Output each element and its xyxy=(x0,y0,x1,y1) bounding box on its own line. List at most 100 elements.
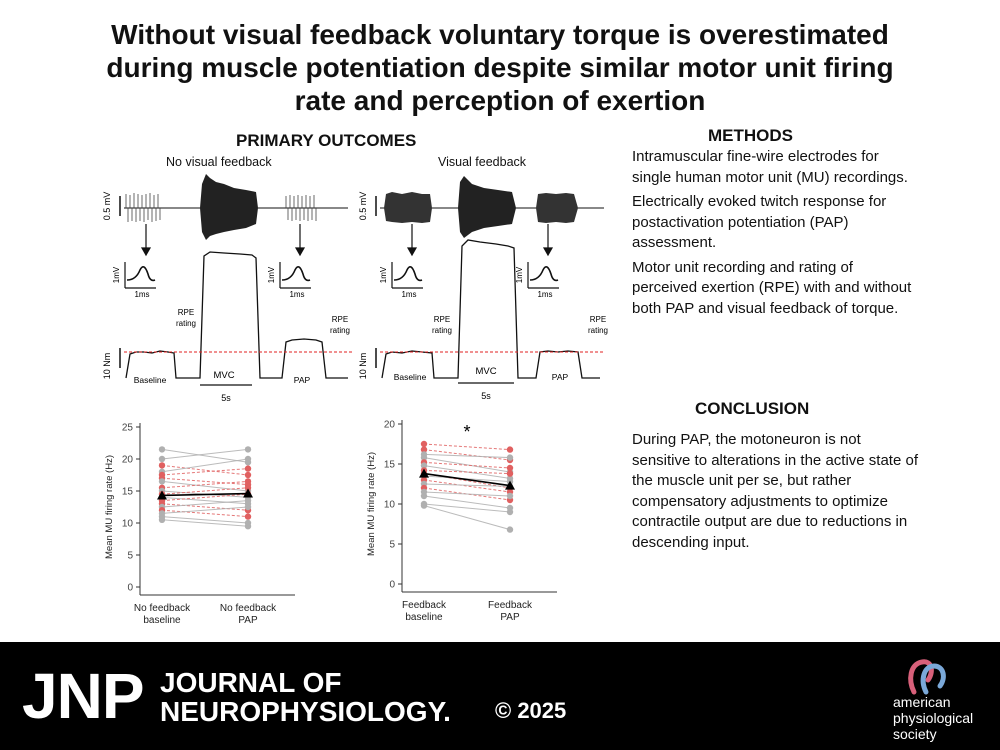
phase-label-pap: PAP xyxy=(294,375,311,385)
paired-line xyxy=(161,480,249,489)
x-category-label: No feedback PAP xyxy=(220,603,277,626)
data-point xyxy=(244,478,252,485)
data-point xyxy=(244,523,252,530)
paired-line xyxy=(161,480,249,492)
phase-label-pap: PAP xyxy=(552,372,569,382)
time-scale-label: 5s xyxy=(481,391,491,401)
paired-line xyxy=(423,469,511,475)
data-point xyxy=(420,462,428,469)
paired-line xyxy=(423,457,511,473)
inset-y-scale: 1mV xyxy=(379,266,388,283)
methods-list: Intramuscular fine-wire electrodes for s… xyxy=(632,147,917,323)
mu-waveform-inset-pap: 1mV 1ms xyxy=(267,262,311,299)
paired-line xyxy=(423,503,511,513)
journal-footer: JNP JOURNAL OF NEUROPHYSIOLOGY. © 2025 a… xyxy=(0,642,1000,750)
y-axis-label: Mean MU firing rate (Hz) xyxy=(104,455,115,559)
paired-line xyxy=(423,495,511,509)
paired-line xyxy=(423,453,511,459)
mean-line xyxy=(423,472,511,487)
paired-line xyxy=(161,509,249,518)
data-point xyxy=(420,492,428,500)
rpe-label: RPE rating xyxy=(432,315,452,335)
data-point xyxy=(158,478,166,485)
primary-outcomes-heading: PRIMARY OUTCOMES xyxy=(236,131,417,150)
aps-logo-icon xyxy=(908,659,946,695)
title-line-1: Without visual feedback voluntary torque… xyxy=(111,19,889,50)
publisher-name: american physiological society xyxy=(893,694,973,742)
data-point xyxy=(244,484,252,491)
data-point xyxy=(506,464,514,472)
feedback-firing-rate-chart: 0 5 10 15 20 Mean MU firing rate (Hz) Feedback… xyxy=(366,420,557,623)
data-point xyxy=(244,455,252,463)
paired-line xyxy=(423,461,511,469)
y-tick-label: 5 xyxy=(127,551,133,562)
paired-line xyxy=(161,506,249,514)
y-tick-label: 0 xyxy=(127,583,133,594)
data-point xyxy=(506,446,514,453)
phase-label-baseline: Baseline xyxy=(394,372,427,382)
emg-scale-label: 0.5 mV xyxy=(102,192,112,221)
arrow-down-icon xyxy=(294,224,306,257)
jnp-logo: JNP xyxy=(22,660,144,732)
paired-line xyxy=(161,448,249,460)
inset-y-scale: 1mV xyxy=(112,266,121,283)
data-point xyxy=(244,503,252,511)
paired-line xyxy=(161,464,249,476)
publisher-line-1: american xyxy=(893,694,951,710)
paired-line xyxy=(161,493,249,502)
inset-x-scale: 1ms xyxy=(537,290,552,299)
mu-waveform-inset-baseline: 1mV 1ms xyxy=(112,262,156,299)
time-scale-label: 5s xyxy=(221,393,231,403)
x-category-label: No feedback baseline xyxy=(134,603,191,626)
data-point xyxy=(158,516,166,523)
data-point xyxy=(158,446,166,453)
y-tick-label: 15 xyxy=(384,460,396,471)
inset-y-scale: 1mV xyxy=(515,266,524,283)
data-point xyxy=(420,454,428,461)
methods-heading: METHODS xyxy=(708,126,793,145)
emg-pap-spikes xyxy=(285,195,317,221)
conclusion-heading: CONCLUSION xyxy=(695,399,810,418)
y-tick-label: 20 xyxy=(122,455,134,466)
journal-name-line-1: JOURNAL OF xyxy=(160,667,342,698)
rpe-label: RPE rating xyxy=(176,308,196,328)
conclusion-text: During PAP, the motoneuron is not sensit… xyxy=(632,431,918,551)
emg-pap-burst xyxy=(536,193,578,223)
data-point xyxy=(420,440,428,448)
y-tick-label: 15 xyxy=(122,487,134,498)
y-axis-label: Mean MU firing rate (Hz) xyxy=(366,452,377,556)
paired-line xyxy=(161,448,249,463)
paired-line xyxy=(423,483,511,487)
paired-line xyxy=(423,505,511,531)
mean-marker xyxy=(419,468,429,478)
inset-x-scale: 1ms xyxy=(134,290,149,299)
no-feedback-firing-rate-chart: 0 5 10 15 20 25 Mean MU firing rate (Hz) No fee… xyxy=(104,423,295,626)
emg-mvc-burst xyxy=(200,174,258,240)
title-line-2: during muscle potentiation despite simil… xyxy=(106,52,894,83)
emg-scale-label: 0.5 mV xyxy=(358,192,368,221)
journal-name: JOURNAL OF NEUROPHYSIOLOGY. xyxy=(160,668,451,726)
methods-item: Intramuscular fine-wire electrodes for s… xyxy=(632,148,908,186)
y-tick-label: 0 xyxy=(389,580,395,591)
mean-line xyxy=(161,492,249,497)
mean-marker xyxy=(243,488,253,498)
rpe-label: RPE rating xyxy=(330,315,350,335)
inset-x-scale: 1ms xyxy=(289,290,304,299)
data-point xyxy=(244,497,252,504)
graphical-abstract-title: Without visual feedback voluntary torque… xyxy=(60,18,940,117)
inset-y-scale: 1mV xyxy=(267,266,276,283)
phase-label-baseline: Baseline xyxy=(134,375,167,385)
arrow-down-icon xyxy=(542,224,554,257)
significance-marker: * xyxy=(463,422,470,442)
paired-line xyxy=(423,491,511,497)
data-point xyxy=(506,492,514,500)
paired-line xyxy=(423,479,511,493)
data-point xyxy=(506,508,514,516)
paired-line xyxy=(423,443,511,451)
paired-line xyxy=(423,487,511,501)
x-category-label: Feedback baseline xyxy=(402,600,447,623)
data-point xyxy=(244,465,252,472)
mu-waveform-inset-baseline: 1mV 1ms xyxy=(379,262,423,299)
mu-waveform-inset-pap: 1mV 1ms xyxy=(515,262,559,299)
paired-line xyxy=(161,503,249,511)
